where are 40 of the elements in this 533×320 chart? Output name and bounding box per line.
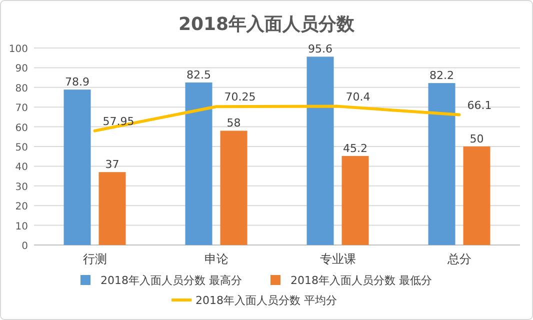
data-label: 57.95 [102,114,134,128]
data-label: 50 [470,132,484,146]
legend-label: 2018年入面人员分数 平均分 [196,294,337,307]
y-tick-label: 60 [15,122,28,134]
data-label: 70.25 [224,90,256,104]
y-tick-label: 70 [15,103,28,114]
bar [220,130,248,245]
y-tick-label: 20 [15,202,28,213]
data-label: 58 [226,116,241,130]
x-tick-label: 申论 [204,252,228,266]
y-tick-label: 80 [15,83,28,94]
x-tick-label: 总分 [446,252,472,266]
y-tick-label: 0 [22,241,28,252]
line-series [93,104,461,132]
bar [64,90,91,245]
bar [342,156,369,245]
bar [98,172,126,245]
data-label: 82.2 [430,69,454,82]
bar [463,146,490,245]
y-tick-label: 40 [15,162,28,174]
legend-label: 2018年入面人员分数 最低分 [290,274,432,287]
legend-label: 2018年入面人员分数 最高分 [100,274,242,287]
bar [306,56,334,245]
data-label: 45.2 [343,142,368,155]
x-tick-label: 专业课 [320,252,356,266]
bar [185,82,212,245]
data-label: 78.9 [65,76,90,89]
bar [428,83,456,245]
data-label: 70.4 [346,90,370,104]
data-label: 66.1 [467,98,492,112]
data-label: 82.5 [186,68,211,82]
y-tick-label: 30 [15,182,28,193]
y-tick-label: 50 [15,142,28,154]
data-label: 95.6 [308,42,332,56]
y-tick-label: 10 [15,221,28,232]
y-tick-label: 100 [8,44,28,55]
y-tick-label: 90 [15,64,28,75]
data-label: 37 [105,158,120,172]
chart-title: 2018年入面人员分数 [178,14,356,35]
x-tick-label: 行测 [82,252,107,266]
